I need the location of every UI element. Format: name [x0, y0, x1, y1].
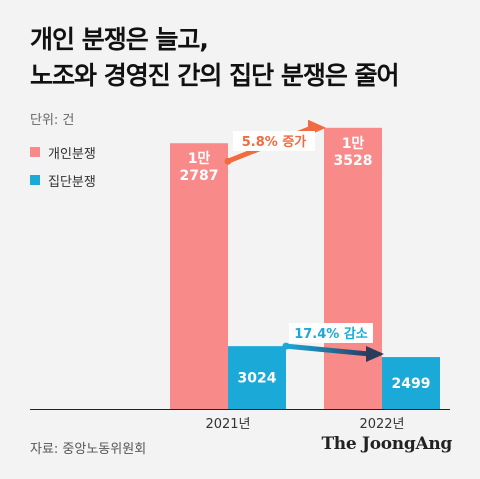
- unit-label: 단위: 건: [30, 113, 75, 128]
- legend: 개인분쟁 집단분쟁: [30, 143, 96, 199]
- increase-annotation-box: [233, 131, 315, 151]
- title-line-1: 개인 분쟁은 늘고,: [30, 25, 209, 54]
- bar-collective-1: [382, 357, 440, 409]
- title-line-2: 노조와 경영진 간의 집단 분쟁은 줄어: [30, 61, 400, 90]
- x-tick-label-0: 2021년: [205, 417, 250, 432]
- data-label-individual-0-line-1: 2787: [180, 168, 219, 184]
- legend-swatch-individual: [30, 147, 40, 157]
- legend-swatch-collective: [30, 175, 40, 185]
- bar-individual-1: [324, 127, 382, 410]
- legend-label-collective: 집단분쟁: [48, 174, 96, 190]
- decrease-arrow-line: [285, 343, 371, 357]
- data-label-collective-0-line-0: 3024: [238, 371, 277, 387]
- bar-collective-0: [228, 346, 286, 409]
- increase-annotation: 5.8% 증가: [242, 135, 307, 150]
- chart-title: 개인 분쟁은 늘고, 노조와 경영진 간의 집단 분쟁은 줄어: [30, 22, 400, 94]
- bar-individual-0: [170, 143, 228, 409]
- legend-item-collective: 집단분쟁: [30, 171, 96, 190]
- source-note: 자료: 중앙노동위원회: [30, 442, 147, 457]
- data-label-collective-1-line-0: 2499: [392, 376, 431, 392]
- data-label-individual-1-line-0: 1만: [342, 136, 365, 152]
- x-tick-label-1: 2022년: [359, 417, 404, 432]
- decrease-arrow-head: [366, 346, 384, 363]
- brand-logo: The JoongAng: [321, 434, 452, 454]
- data-label-individual-0-line-0: 1만: [188, 151, 211, 167]
- legend-item-individual: 개인분쟁: [30, 143, 96, 162]
- legend-label-individual: 개인분쟁: [48, 146, 96, 162]
- decrease-annotation-box: [289, 323, 373, 343]
- data-label-individual-1-line-1: 3528: [334, 153, 373, 169]
- decrease-annotation: 17.4% 감소: [294, 327, 368, 342]
